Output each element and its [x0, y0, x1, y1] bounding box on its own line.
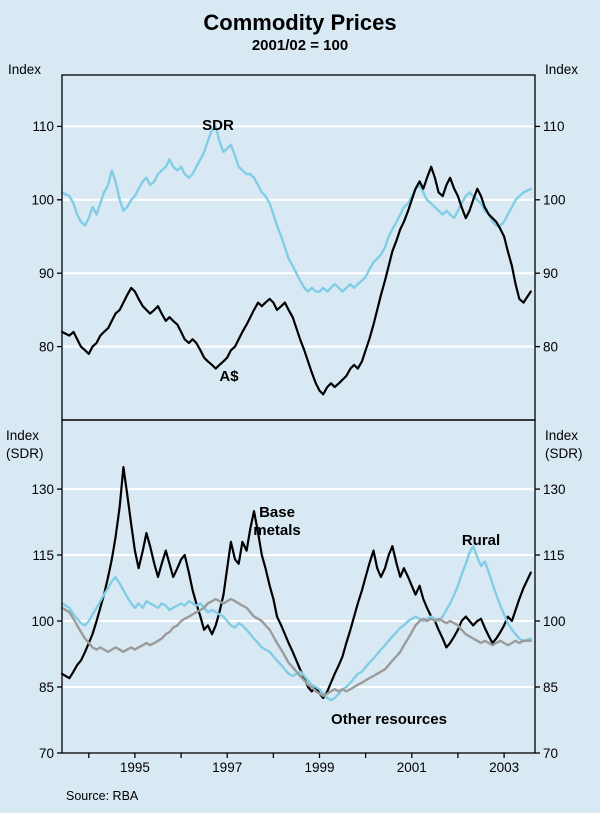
y-tick-label: 90 — [543, 266, 558, 281]
y-tick-label: 100 — [543, 614, 566, 629]
y-tick-label: 110 — [543, 119, 565, 134]
series-label-other-resources: Other resources — [331, 711, 447, 728]
y-axis-unit-bottom-left-line1: Index — [6, 428, 39, 443]
y-tick-label: 115 — [32, 548, 54, 563]
x-tick-label: 2001 — [397, 760, 427, 775]
y-tick-label: 80 — [39, 339, 54, 354]
series-line-rural — [60, 545, 532, 702]
chart-title: Commodity Prices — [203, 10, 396, 35]
chart-render-layer: 80 80 90 90 100 100 110 110 70 70 85 85 100 100 115 115… — [31, 74, 566, 775]
x-tick-label: 1997 — [212, 760, 242, 775]
x-tick-label: 1995 — [120, 760, 150, 775]
y-tick-label: 100 — [31, 193, 54, 208]
y-tick-label: 130 — [543, 482, 566, 497]
y-tick-label: 85 — [39, 680, 54, 695]
y-tick-label: 85 — [543, 680, 558, 695]
y-tick-label: 80 — [543, 339, 558, 354]
y-axis-unit-top-left: Index — [8, 62, 41, 77]
y-tick-label: 70 — [543, 746, 558, 761]
series-line-base-metals — [60, 466, 532, 700]
y-tick-label: 100 — [543, 193, 566, 208]
y-axis-unit-bottom-right-line1: Index — [545, 428, 578, 443]
y-tick-label: 115 — [543, 548, 565, 563]
chart-subtitle: 2001/02 = 100 — [252, 37, 348, 54]
series-line-other-resources — [60, 597, 532, 697]
series-line-a — [60, 165, 532, 396]
y-tick-label: 110 — [32, 119, 54, 134]
series-label-base-metals-line1: Base — [259, 504, 295, 521]
x-tick-label: 1999 — [304, 760, 334, 775]
panel-frame — [61, 419, 536, 754]
y-axis-unit-bottom-left-line2: (SDR) — [6, 446, 44, 461]
y-tick-label: 90 — [39, 266, 54, 281]
y-tick-label: 130 — [31, 482, 54, 497]
y-axis-unit-top-right: Index — [545, 62, 578, 77]
source-note: Source: RBA — [66, 789, 139, 803]
y-axis-unit-bottom-right-line2: (SDR) — [545, 446, 583, 461]
y-tick-label: 100 — [31, 614, 54, 629]
series-label-rural: Rural — [462, 532, 500, 549]
x-tick-label: 2003 — [489, 760, 519, 775]
series-label-sdr: SDR — [202, 117, 234, 134]
series-label-base-metals-line2: metals — [253, 522, 301, 539]
series-label-aud: A$ — [219, 368, 239, 385]
series-line-sdr — [60, 125, 532, 293]
y-tick-label: 70 — [39, 746, 54, 761]
